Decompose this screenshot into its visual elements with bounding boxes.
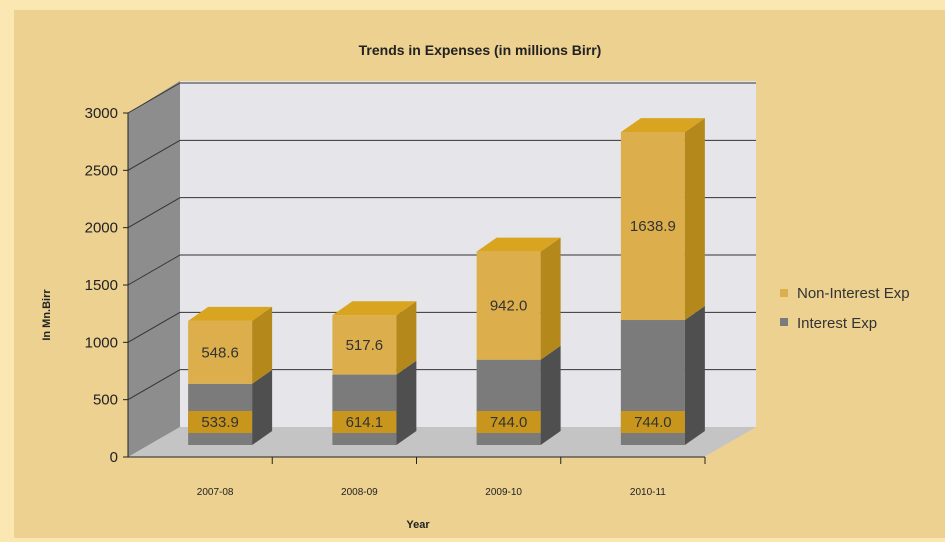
side-wall (128, 81, 180, 457)
y-tick-label: 2000 (85, 220, 118, 237)
bar-segment-side (540, 237, 561, 360)
category-label: 2010-11 (630, 487, 666, 498)
bar-segment-front (476, 251, 541, 360)
bar-segment-top (620, 118, 705, 133)
axes: 0 500 1000 1500 2000 2500 3000 2007-08 2008-09 20… (85, 105, 706, 498)
gridline-side (127, 254, 181, 286)
y-tick-label: 1500 (85, 277, 118, 294)
bar-segment-side (396, 301, 417, 375)
category-label: 2008-09 (341, 487, 378, 498)
gridline-side (127, 311, 181, 343)
gridline-side (127, 139, 181, 171)
value-label: 1638.9 (630, 218, 676, 235)
value-label-band (188, 411, 253, 433)
legend-swatch-non-interest (780, 289, 788, 297)
bar-segment-side (540, 345, 561, 445)
value-label: 533.9 (201, 414, 239, 431)
bar-segment-front (332, 315, 397, 375)
floor (128, 427, 756, 457)
y-tick-label: 3000 (85, 105, 118, 122)
category-label: 2007-08 (197, 487, 234, 498)
value-label: 942.0 (490, 298, 528, 315)
value-label: 614.1 (346, 414, 384, 431)
bars: 533.9 548.6 614.1 517.6 744.0 942.0 744.0 1638.… (188, 118, 705, 445)
bar-segment-top (476, 237, 561, 252)
y-tick-label: 0 (110, 449, 118, 466)
bar-segment-side (684, 306, 705, 445)
bar-segment-top (332, 301, 417, 316)
legend: Non-Interest Exp Interest Exp (780, 285, 910, 332)
bar-segment-top (188, 306, 273, 321)
bar-segment-side (396, 360, 417, 445)
bar-segment-side (684, 118, 705, 321)
legend-label-non-interest: Non-Interest Exp (797, 285, 910, 302)
chart-title: Trends in Expenses (in millions Birr) (359, 42, 602, 58)
y-tick-label: 500 (93, 392, 118, 409)
value-label: 548.6 (201, 344, 239, 361)
legend-label-interest: Interest Exp (797, 315, 877, 332)
value-label-band (332, 411, 397, 433)
value-label-band (620, 411, 685, 433)
gridline-side (127, 369, 181, 401)
x-axis-label: Year (406, 519, 430, 531)
y-tick-label: 1000 (85, 334, 118, 351)
y-axis-label: In Mn.Birr (41, 289, 53, 341)
category-label: 2009-10 (485, 487, 522, 498)
value-label: 517.6 (346, 337, 384, 354)
bar-segment-front (332, 374, 397, 445)
bar-segment-front (620, 132, 685, 321)
value-label: 744.0 (490, 414, 528, 431)
gridline-side (127, 197, 181, 229)
value-label-band (476, 411, 541, 433)
value-label: 744.0 (634, 414, 672, 431)
legend-swatch-interest (780, 318, 788, 326)
y-tick-label: 2500 (85, 162, 118, 179)
bar-segment-front (188, 320, 253, 384)
bar-segment-side (252, 369, 273, 445)
bar-segment-side (252, 306, 273, 384)
gridline-side (127, 82, 181, 114)
